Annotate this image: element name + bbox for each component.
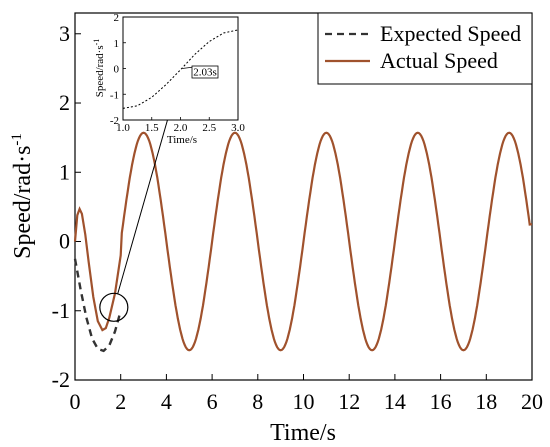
inset-y-tick-label: 0 [114, 64, 120, 76]
y-tick-label: -2 [52, 367, 70, 392]
inset-y-axis-title: Speed/rad·s-1 [92, 39, 106, 98]
y-tick-label: 1 [59, 159, 70, 184]
inset: 1.0 1.5 2.0 2.5 3.0 -2 -1 0 1 2 2.03s Time/s Spee… [92, 12, 245, 146]
x-tick-label: 0 [70, 389, 81, 414]
y-axis-title: Speed/rad·s-1 [9, 133, 36, 259]
inset-x-tick-label: 2.5 [202, 122, 216, 134]
x-tick-label: 4 [161, 389, 172, 414]
y-tick-label: 2 [59, 90, 70, 115]
main-series [73, 131, 533, 353]
x-tick-label: 10 [293, 389, 315, 414]
x-tick-label: 8 [252, 389, 263, 414]
x-tick-label: 18 [475, 389, 497, 414]
x-tick-label: 16 [430, 389, 452, 414]
inset-x-tick-label: 1.0 [116, 122, 130, 134]
inset-x-axis-title: Time/s [167, 134, 197, 146]
x-tick-label: 14 [384, 389, 406, 414]
inset-y-axis-title-sup: -1 [92, 39, 101, 46]
legend-label-actual: Actual Speed [380, 48, 498, 73]
x-tick-label: 20 [521, 389, 543, 414]
x-axis-title: Time/s [270, 420, 336, 446]
legend: Expected Speed Actual Speed [317, 12, 533, 85]
y-axis-title-sup: -1 [9, 133, 25, 146]
series-actual-speed [73, 131, 533, 352]
inset-y-tick-label: 1 [114, 38, 120, 50]
legend-label-expected: Expected Speed [380, 21, 521, 46]
inset-annotation-box [191, 65, 219, 79]
inset-y-tick-label: 2 [114, 12, 120, 24]
x-tick-label: 12 [338, 389, 360, 414]
inset-y-axis-title-group: Speed/rad·s-1 [92, 39, 106, 98]
legend-box [317, 12, 533, 85]
inset-y-axis-title-main: Speed/rad·s [94, 45, 106, 97]
y-axis-title-main: Speed/rad·s [10, 146, 36, 259]
inset-x-tick-label: 3.0 [231, 122, 245, 134]
inset-x-tick-label: 2.0 [174, 122, 188, 134]
y-tick-label: 3 [59, 21, 70, 46]
inset-annotation-label: 2.03s [193, 67, 217, 79]
inset-x-tick-label: 1.5 [145, 122, 159, 134]
x-tick-label: 6 [207, 389, 218, 414]
zoom-circle [99, 292, 129, 322]
y-tick-label: -1 [52, 298, 70, 323]
inset-y-tick-label: -1 [110, 89, 119, 101]
x-tick-label: 2 [115, 389, 126, 414]
series-expected-speed [73, 258, 122, 353]
y-axis-title-group: Speed/rad·s-1 [9, 133, 36, 259]
y-tick-label: 0 [59, 229, 70, 254]
inset-y-tick-label: -2 [110, 115, 119, 127]
inset-series-expected-speed [122, 29, 239, 109]
inset-ticks: 1.0 1.5 2.0 2.5 3.0 -2 -1 0 1 2 [110, 12, 246, 134]
